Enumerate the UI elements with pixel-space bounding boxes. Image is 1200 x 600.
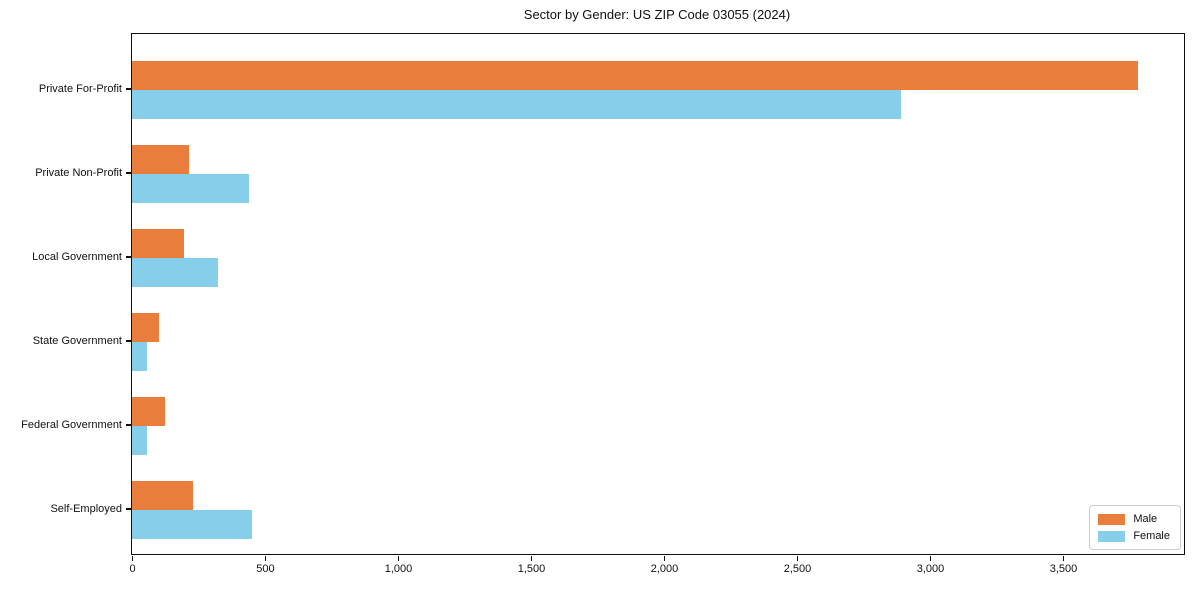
- x-tick-label-0: 0: [129, 563, 136, 575]
- x-tick-label-3500: 3,500: [1049, 563, 1078, 575]
- y-tick-mark: [126, 88, 131, 90]
- x-tick-mark: [397, 556, 400, 561]
- y-tick-label-self-employed: Self-Employed: [50, 503, 122, 515]
- x-tick-mark: [530, 556, 533, 561]
- bar-male-state-government: [132, 313, 159, 342]
- bar-female-federal-government: [132, 426, 147, 455]
- bar-female-self-employed: [132, 510, 252, 539]
- legend-label-male: Male: [1133, 513, 1158, 525]
- x-tick-label-500: 500: [256, 563, 275, 575]
- x-tick-label-1500: 1,500: [517, 563, 546, 575]
- bar-female-state-government: [132, 342, 147, 371]
- y-tick-mark: [126, 424, 131, 426]
- bar-female-private-non-profit: [132, 174, 249, 203]
- female-series-swatch: [1098, 530, 1126, 542]
- y-tick-mark: [126, 256, 131, 258]
- x-tick-label-1000: 1,000: [384, 563, 413, 575]
- x-tick-mark: [131, 556, 134, 561]
- bar-male-federal-government: [132, 397, 166, 426]
- y-tick-label-state-government: State Government: [32, 335, 122, 347]
- y-tick-label-federal-government: Federal Government: [21, 419, 122, 431]
- legend: Male Female: [1089, 505, 1181, 550]
- x-tick-mark: [929, 556, 932, 561]
- x-tick-mark: [1062, 556, 1065, 561]
- x-tick-label-2500: 2,500: [783, 563, 812, 575]
- legend-item-male: Male: [1098, 513, 1170, 525]
- y-tick-mark: [126, 172, 131, 174]
- bar-male-private-non-profit: [132, 145, 190, 174]
- bar-male-self-employed: [132, 481, 194, 510]
- x-tick-mark: [264, 556, 267, 561]
- chart-title: Sector by Gender: US ZIP Code 03055 (202…: [523, 7, 791, 22]
- y-tick-mark: [126, 340, 131, 342]
- y-tick-label-private-for-profit: Private For-Profit: [38, 83, 122, 95]
- plot-area: Male Female: [131, 33, 1185, 555]
- bar-male-private-for-profit: [132, 61, 1138, 90]
- y-tick-mark: [126, 508, 131, 510]
- legend-item-female: Female: [1098, 530, 1170, 542]
- male-series-swatch: [1098, 513, 1126, 525]
- bar-female-local-government: [132, 258, 219, 287]
- bar-male-local-government: [132, 229, 184, 258]
- y-tick-label-local-government: Local Government: [32, 251, 122, 263]
- x-tick-label-3000: 3,000: [916, 563, 945, 575]
- legend-label-female: Female: [1133, 530, 1170, 542]
- bar-female-private-for-profit: [132, 90, 901, 119]
- x-tick-mark: [663, 556, 666, 561]
- y-tick-label-private-non-profit: Private Non-Profit: [35, 167, 122, 179]
- x-tick-mark: [796, 556, 799, 561]
- x-tick-label-2000: 2,000: [650, 563, 679, 575]
